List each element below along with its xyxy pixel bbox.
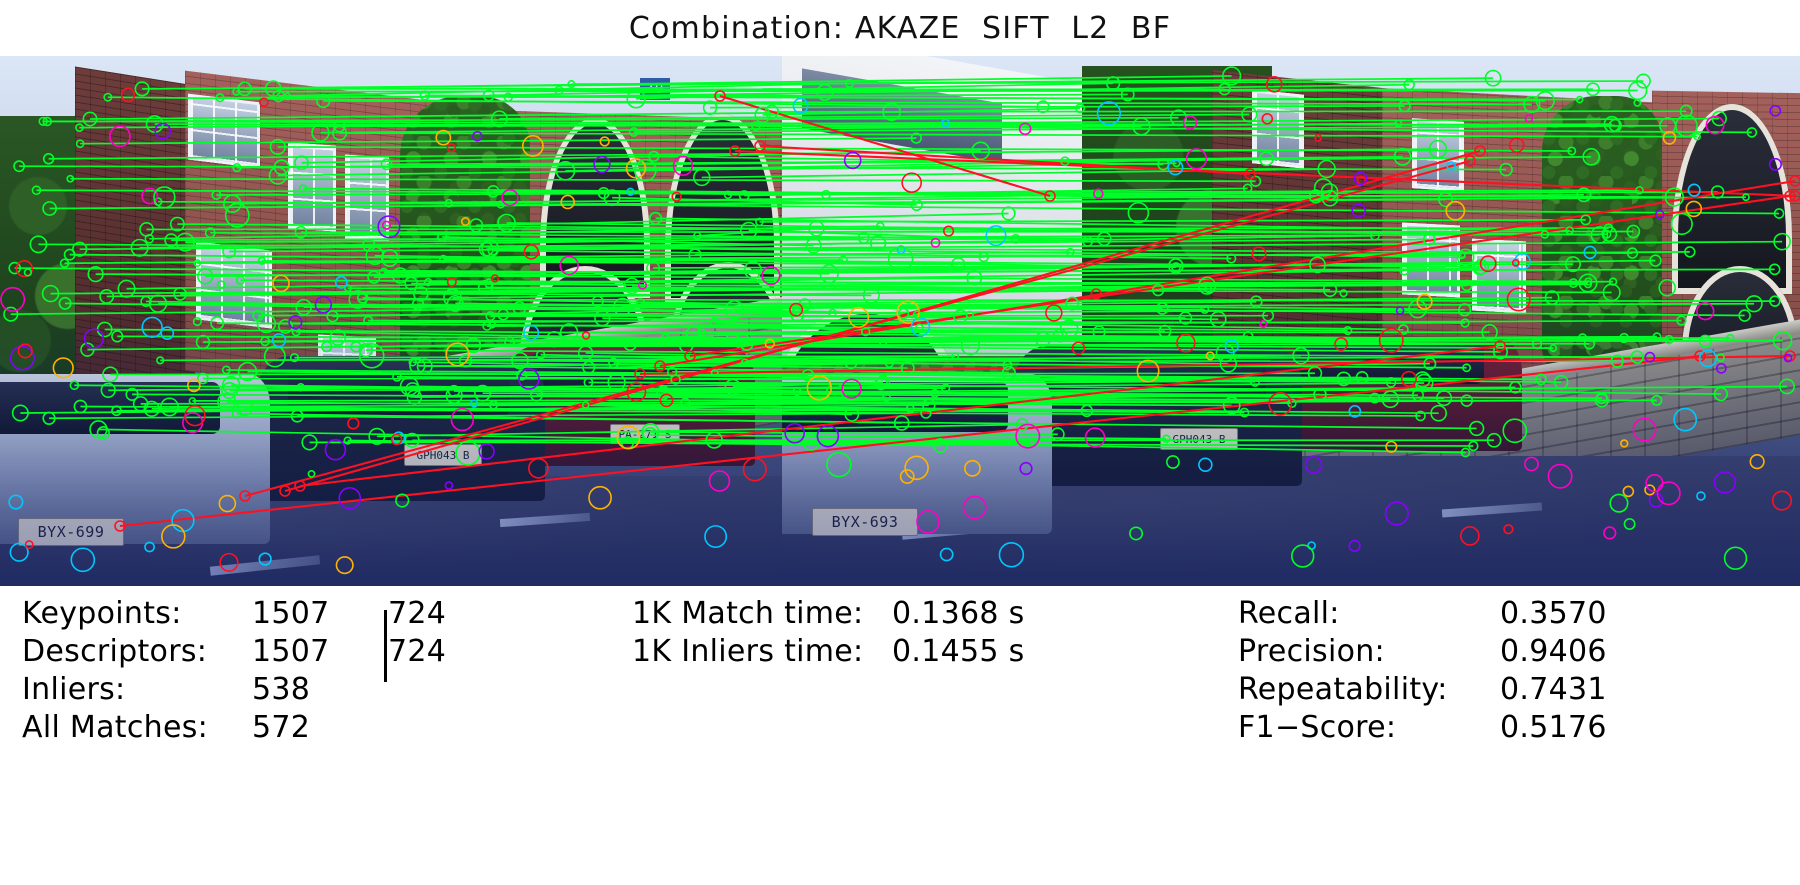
stat-label: Repeatability: bbox=[1238, 672, 1448, 707]
stat-value-b: 724 bbox=[388, 634, 447, 669]
keypoint-markers bbox=[0, 66, 1800, 575]
stats-column-middle: 1K Match time: 0.1368 s 1K Inliers time:… bbox=[632, 596, 1052, 672]
stat-row: 1K Match time: 0.1368 s bbox=[632, 596, 1052, 634]
statistics-panel: Keypoints: 1507 724 Descriptors: 1507 72… bbox=[0, 586, 1800, 885]
stat-row: Inliers: 538 bbox=[22, 672, 506, 710]
stat-value: 0.1368 s bbox=[892, 596, 1025, 631]
page-title: Combination: AKAZE SIFT L2 BF bbox=[628, 10, 1172, 46]
stat-value: 0.5176 bbox=[1500, 710, 1607, 745]
stat-label: Keypoints: bbox=[22, 596, 182, 631]
license-plate: BYX-693 bbox=[812, 508, 918, 536]
stat-row: All Matches: 572 bbox=[22, 710, 506, 748]
stat-row: Descriptors: 1507 724 bbox=[22, 634, 506, 672]
stat-value: 0.1455 s bbox=[892, 634, 1025, 669]
match-visualization-canvas: 10 PA-271 S GPH043 B BYX-699 bbox=[0, 56, 1800, 586]
title-bar: Combination: AKAZE SIFT L2 BF bbox=[0, 0, 1800, 56]
outlier-match-lines bbox=[119, 94, 1796, 528]
inlier-match-lines bbox=[10, 75, 1788, 454]
column-separator-bar bbox=[384, 610, 387, 682]
stat-value: 0.7431 bbox=[1500, 672, 1607, 707]
stat-label: Descriptors: bbox=[22, 634, 208, 669]
stat-value-a: 538 bbox=[252, 672, 311, 707]
stat-value-a: 572 bbox=[252, 710, 311, 745]
stat-label: 1K Match time: bbox=[632, 596, 864, 631]
stat-row: Keypoints: 1507 724 bbox=[22, 596, 506, 634]
stat-value-a: 1507 bbox=[252, 634, 330, 669]
stats-column-left: Keypoints: 1507 724 Descriptors: 1507 72… bbox=[22, 596, 506, 748]
stat-label: Inliers: bbox=[22, 672, 126, 707]
stat-row: 1K Inliers time: 0.1455 s bbox=[632, 634, 1052, 672]
stat-row: Precision: 0.9406 bbox=[1238, 634, 1660, 672]
stat-row: Repeatability: 0.7431 bbox=[1238, 672, 1660, 710]
stat-label: All Matches: bbox=[22, 710, 209, 745]
match-lines-overlay bbox=[0, 66, 1800, 575]
stat-value: 0.9406 bbox=[1500, 634, 1607, 669]
stat-row: F1−Score: 0.5176 bbox=[1238, 710, 1660, 748]
stat-value-b: 724 bbox=[388, 596, 447, 631]
license-plate: BYX-699 bbox=[18, 518, 124, 546]
stats-column-right: Recall: 0.3570 Precision: 0.9406 Repeata… bbox=[1238, 596, 1660, 748]
stat-row: Recall: 0.3570 bbox=[1238, 596, 1660, 634]
stat-label: Precision: bbox=[1238, 634, 1385, 669]
stat-value: 0.3570 bbox=[1500, 596, 1607, 631]
stat-label: F1−Score: bbox=[1238, 710, 1397, 745]
stat-value-a: 1507 bbox=[252, 596, 330, 631]
stat-label: Recall: bbox=[1238, 596, 1340, 631]
stat-label: 1K Inliers time: bbox=[632, 634, 864, 669]
